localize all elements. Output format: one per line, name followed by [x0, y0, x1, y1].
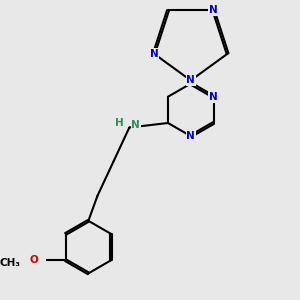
- Text: N: N: [209, 5, 218, 15]
- Text: N: N: [209, 92, 218, 102]
- Text: N: N: [150, 49, 158, 59]
- Text: N: N: [131, 120, 140, 130]
- Text: H: H: [115, 118, 124, 128]
- Text: N: N: [186, 131, 195, 141]
- Text: CH₃: CH₃: [0, 258, 21, 268]
- Text: O: O: [29, 255, 38, 265]
- Text: N: N: [186, 75, 195, 85]
